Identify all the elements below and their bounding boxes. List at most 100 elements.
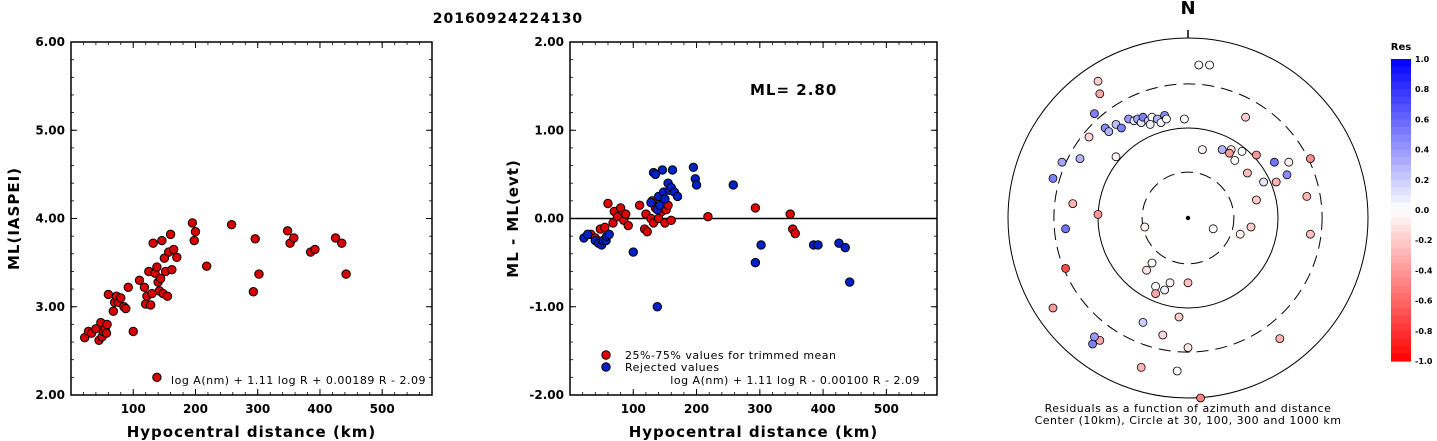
residual-point [1140,222,1150,232]
residual-point [1246,222,1256,232]
residual-point [1095,89,1105,99]
residual-point [1111,152,1121,162]
data-point [148,238,158,248]
data-point [289,233,299,243]
residual-point [1208,224,1218,234]
colorbar-segment [1391,262,1411,271]
y-axis-label: ML - ML(evt) [504,159,522,277]
data-point [583,229,593,240]
colorbar-segment [1391,315,1411,324]
data-point [152,262,162,272]
data-point [628,247,638,257]
colorbar-segment [1391,111,1411,120]
colorbar-title: Res [1391,42,1411,53]
colorbar-segment [1391,247,1411,256]
data-point [134,275,145,285]
data-point [756,240,766,250]
data-point [341,269,351,279]
colorbar-segment [1391,308,1411,317]
colorbar-tick-label: 0.0 [1415,206,1430,215]
data-point [145,300,156,310]
colorbar-tick-label: -0.8 [1415,327,1433,336]
y-tick-label: 1.00 [534,123,564,137]
plot-frame [70,41,433,396]
data-point [226,219,237,230]
residual-point [1068,199,1078,209]
x-tick-label: 400 [811,402,836,416]
colorbar-segment [1391,323,1411,332]
colorbar-segment [1391,285,1411,294]
residual-point [1048,173,1058,183]
polar-caption-1: Residuals as a function of azimuth and d… [1045,402,1332,415]
x-axis-label: Hypocentral distance (km) [127,423,377,441]
data-point [108,306,119,316]
residual-point [1174,312,1184,322]
residual-point [1183,343,1193,353]
colorbar-tick-label: -1.0 [1415,357,1433,366]
data-point [691,180,702,190]
residual-point [1259,177,1268,187]
x-tick-label: 500 [370,402,395,416]
data-point [162,291,173,301]
colorbar-segment [1391,217,1411,226]
residual-point [1145,120,1155,129]
data-point [790,228,800,239]
residual-point [1075,154,1085,164]
x-tick-label: 100 [121,402,146,416]
residual-point [1172,366,1182,376]
residual-point [1093,76,1103,86]
legend-label: 25%-75% values for trimmed mean [625,349,837,362]
colorbar-tick-label: -0.2 [1415,236,1433,245]
colorbar-segment [1391,300,1411,309]
data-point [672,191,683,202]
data-point [657,165,668,175]
data-point [813,240,823,250]
data-point [667,165,678,175]
data-point [834,238,844,248]
data-point [688,162,699,173]
data-point [165,229,176,240]
residual-point [1194,60,1204,70]
colorbar-segment [1391,194,1411,204]
data-point [703,212,713,222]
data-point [642,227,652,237]
data-point [116,293,126,303]
y-tick-label: 2.00 [35,388,65,402]
colorbar-segment [1391,187,1411,196]
residual-point [1205,60,1214,70]
data-point [844,277,855,287]
colorbar-segment [1391,277,1411,287]
colorbar-segment [1391,232,1411,241]
colorbar-segment [1391,293,1411,302]
data-point [190,227,201,237]
x-tick-label: 200 [684,402,709,416]
data-point [254,269,264,279]
residual-point [1183,278,1193,288]
data-point [189,235,199,246]
residual-point [1302,191,1312,201]
data-point [600,222,610,233]
residual-point [1230,155,1240,165]
residual-point [1090,332,1099,342]
data-point [102,319,112,330]
colorbar-segment [1391,126,1411,136]
polar-caption-2: Center (10km), Circle at 30, 100, 300 an… [1035,414,1342,427]
colorbar-segment [1391,179,1411,188]
y-tick-label: 0.00 [534,212,564,226]
colorbar: Res 1.0 0.8 0.6 0.4 0.2 0.0 -0.2 -0.4 -0.6 -0.8 -1.… [1391,42,1433,366]
colorbar-segment [1391,353,1411,362]
legend-marker [601,362,611,372]
data-point [121,303,131,314]
residual-point [1270,157,1279,167]
range-ring [1141,171,1235,265]
data-point [157,235,167,246]
x-tick-label: 300 [747,402,772,416]
left-chart: 100 200 300 400 500 2.00 3.00 4.00 5.00 6.00 Hypoc… [5,35,433,441]
colorbar-segment [1391,74,1411,83]
data-point [139,282,150,293]
data-point [128,326,138,337]
colorbar-tick-label: 0.6 [1415,115,1430,124]
colorbar-segment [1391,225,1411,234]
colorbar-tick-label: 1.0 [1415,55,1430,64]
